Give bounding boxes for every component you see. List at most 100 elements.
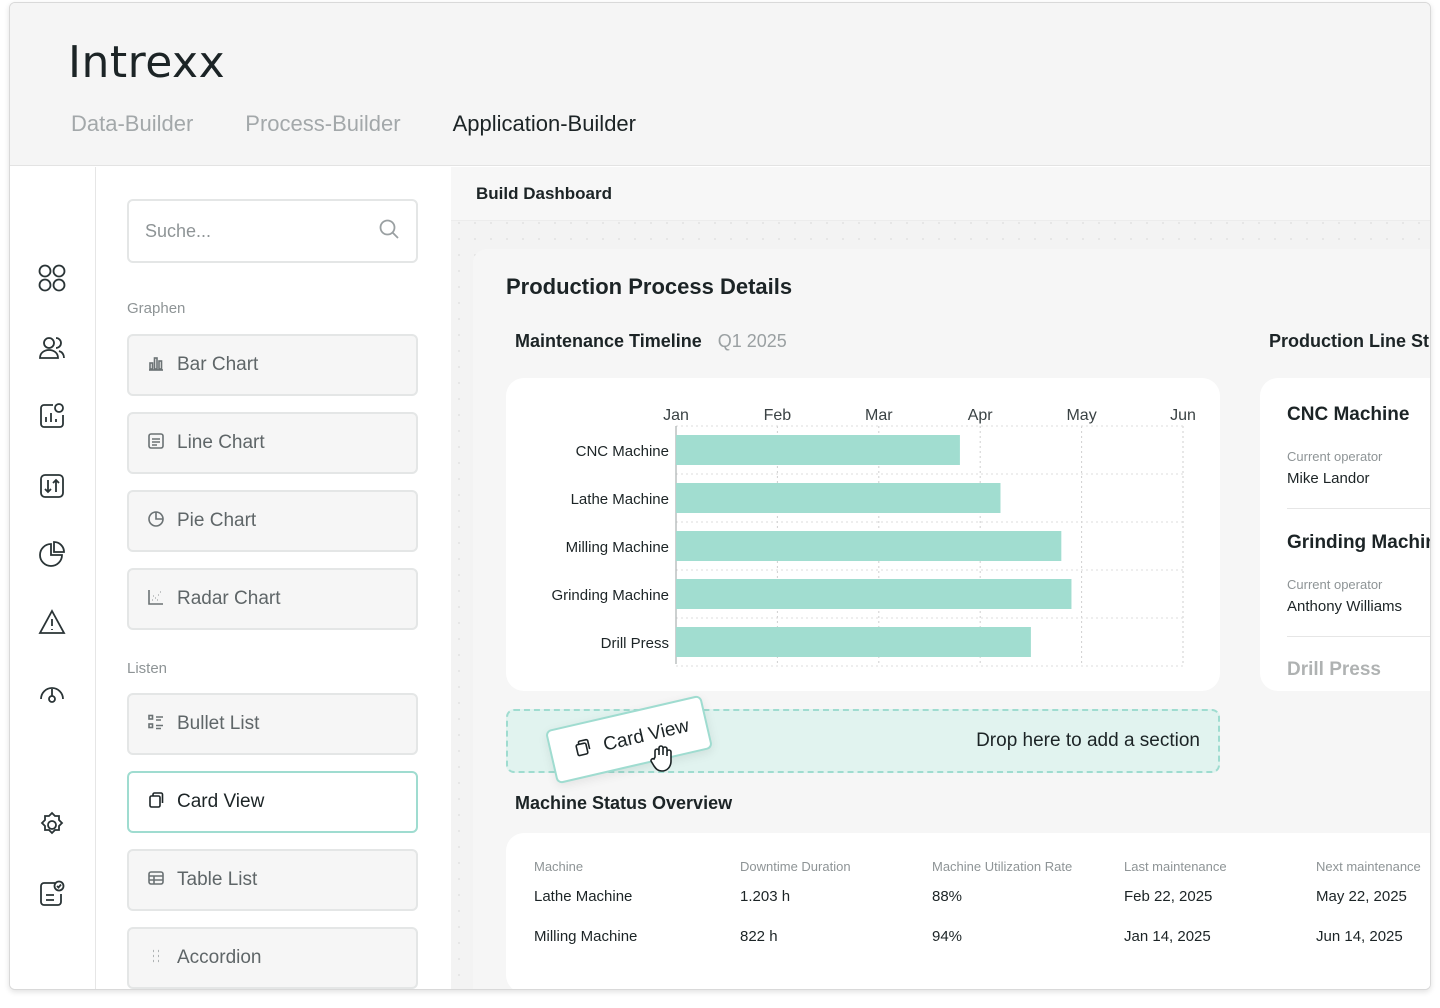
y-tick-label: Drill Press — [601, 635, 669, 652]
warning-icon[interactable] — [37, 608, 67, 638]
table-cell: Jun 14, 2025 — [1316, 928, 1403, 945]
pie-chart-icon — [147, 510, 165, 533]
app-logo: Intrexx — [68, 37, 226, 88]
column-header[interactable]: Machine Utilization Rate — [932, 859, 1073, 874]
status-item-operator: Anthony Williams — [1287, 598, 1403, 615]
integration-icon[interactable] — [37, 471, 67, 501]
bullet-list-icon — [147, 713, 165, 736]
divider — [1287, 508, 1430, 509]
timeline-title-text: Maintenance Timeline — [515, 331, 702, 351]
search-input[interactable]: Suche... — [145, 220, 212, 241]
y-tick-label: Grinding Machine — [551, 587, 669, 604]
x-tick-label: May — [1066, 407, 1096, 424]
widget-label: Pie Chart — [177, 510, 257, 531]
search-icon[interactable] — [378, 218, 400, 245]
timeline-period: Q1 2025 — [717, 331, 787, 351]
status-title: Production Line St — [1269, 331, 1429, 351]
widget-bullet-list[interactable]: Bullet List — [127, 693, 418, 755]
bar-chart-icon — [147, 354, 165, 377]
timeline-chart-svg: Jan Feb Mar Apr May Jun CNC Machine Lathe Machi… — [551, 407, 1196, 667]
section-label-graphs: Graphen — [127, 300, 186, 317]
settings-icon[interactable] — [37, 810, 67, 840]
column-header[interactable]: Last maintenance — [1124, 859, 1227, 874]
status-item-operator: Mike Landor — [1287, 470, 1370, 487]
radar-chart-icon — [147, 588, 165, 611]
gauge-icon[interactable] — [37, 677, 67, 707]
column-header[interactable]: Downtime Duration — [740, 859, 851, 874]
widget-card-view[interactable]: Card View — [127, 771, 418, 833]
bar — [676, 579, 1072, 609]
widget-bar-chart[interactable]: Bar Chart — [127, 334, 418, 396]
column-header[interactable]: Next maintenance — [1316, 859, 1421, 874]
bar — [676, 483, 1001, 513]
x-tick-label: Jan — [663, 407, 689, 424]
table-cell: 1.203 h — [740, 888, 791, 905]
table-cell: Jan 14, 2025 — [1124, 928, 1211, 945]
production-line-status-card: CNC Machine Current operator Mike Landor… — [1260, 378, 1430, 691]
canvas-title: Production Process Details — [506, 274, 793, 299]
column-header[interactable]: Machine — [534, 859, 584, 874]
table-cell: 822 h — [740, 928, 778, 945]
analytics-icon[interactable] — [37, 401, 67, 431]
top-bar: Intrexx Data-Builder Process-Builder App… — [10, 3, 1430, 166]
page-title: Build Dashboard — [476, 183, 613, 203]
widget-label: Card View — [177, 791, 265, 812]
builder-tabs: Data-Builder Process-Builder Application… — [71, 111, 636, 137]
widget-accordion[interactable]: Accordion — [127, 927, 418, 989]
dragged-card-view-widget[interactable]: Card View — [544, 694, 714, 785]
table-cell: Milling Machine — [534, 928, 638, 945]
dropzone-text: Drop here to add a section — [976, 730, 1200, 751]
widget-table-list[interactable]: Table List — [127, 849, 418, 911]
table-title: Machine Status Overview — [515, 793, 733, 813]
status-item-label: Current operator — [1287, 577, 1383, 592]
dashboard-canvas: Production Process Details Maintenance T… — [473, 249, 1430, 989]
tab-data-builder[interactable]: Data-Builder — [71, 111, 194, 136]
x-tick-label: Mar — [865, 407, 893, 424]
line-chart-icon — [147, 432, 165, 455]
widget-line-chart[interactable]: Line Chart — [127, 412, 418, 474]
machine-status-table: Machine Downtime Duration Machine Utiliz… — [506, 833, 1430, 989]
table-cell: Feb 22, 2025 — [1124, 888, 1213, 905]
table-cell: 88% — [932, 888, 963, 905]
y-tick-label: Milling Machine — [566, 539, 669, 556]
widget-label: Bar Chart — [177, 354, 259, 375]
table-cell: 94% — [932, 928, 963, 945]
grab-hand-icon — [645, 739, 681, 775]
bar — [676, 435, 960, 465]
status-item[interactable]: Grinding Machine Current operator Anthon… — [1287, 532, 1430, 615]
timeline-title: Maintenance Timeline Q1 2025 — [515, 331, 787, 352]
bar — [676, 627, 1031, 657]
app-window: Intrexx Data-Builder Process-Builder App… — [9, 2, 1431, 990]
widget-pie-chart[interactable]: Pie Chart — [127, 490, 418, 552]
table-cell: Lathe Machine — [534, 888, 633, 905]
widget-label: Radar Chart — [177, 588, 281, 609]
x-tick-label: Feb — [764, 407, 792, 424]
tab-process-builder[interactable]: Process-Builder — [245, 111, 401, 136]
y-tick-label: CNC Machine — [576, 443, 669, 460]
x-tick-label: Jun — [1170, 407, 1196, 424]
widget-label: Table List — [177, 869, 258, 890]
main-header: Build Dashboard — [451, 167, 1430, 221]
table-list-icon — [147, 869, 165, 892]
maintenance-timeline-chart: Jan Feb Mar Apr May Jun CNC Machine Lathe Machi… — [506, 378, 1220, 691]
status-item-label: Current operator — [1287, 449, 1383, 464]
checklist-icon[interactable] — [37, 879, 67, 909]
search-field[interactable]: Suche... — [127, 199, 418, 263]
apps-icon[interactable] — [37, 263, 67, 293]
section-label-lists: Listen — [127, 660, 168, 677]
status-item[interactable]: CNC Machine Current operator Mike Landor — [1287, 404, 1409, 487]
widget-label: Line Chart — [177, 432, 265, 453]
widget-panel: Suche... Graphen Bar Chart Line Chart Pi… — [97, 167, 451, 989]
status-item[interactable]: Drill Press — [1287, 659, 1381, 681]
pie-chart-icon[interactable] — [37, 539, 67, 569]
main-area: Build Dashboard Production Process Detai… — [451, 167, 1430, 989]
widget-label: Bullet List — [177, 713, 260, 734]
status-item-name: Drill Press — [1287, 659, 1381, 680]
widget-radar-chart[interactable]: Radar Chart — [127, 568, 418, 630]
users-icon[interactable] — [37, 333, 67, 363]
bar — [676, 531, 1062, 561]
tab-application-builder[interactable]: Application-Builder — [452, 111, 636, 136]
icon-rail — [10, 167, 96, 989]
widget-label: Accordion — [177, 947, 262, 968]
card-view-icon — [147, 791, 165, 814]
